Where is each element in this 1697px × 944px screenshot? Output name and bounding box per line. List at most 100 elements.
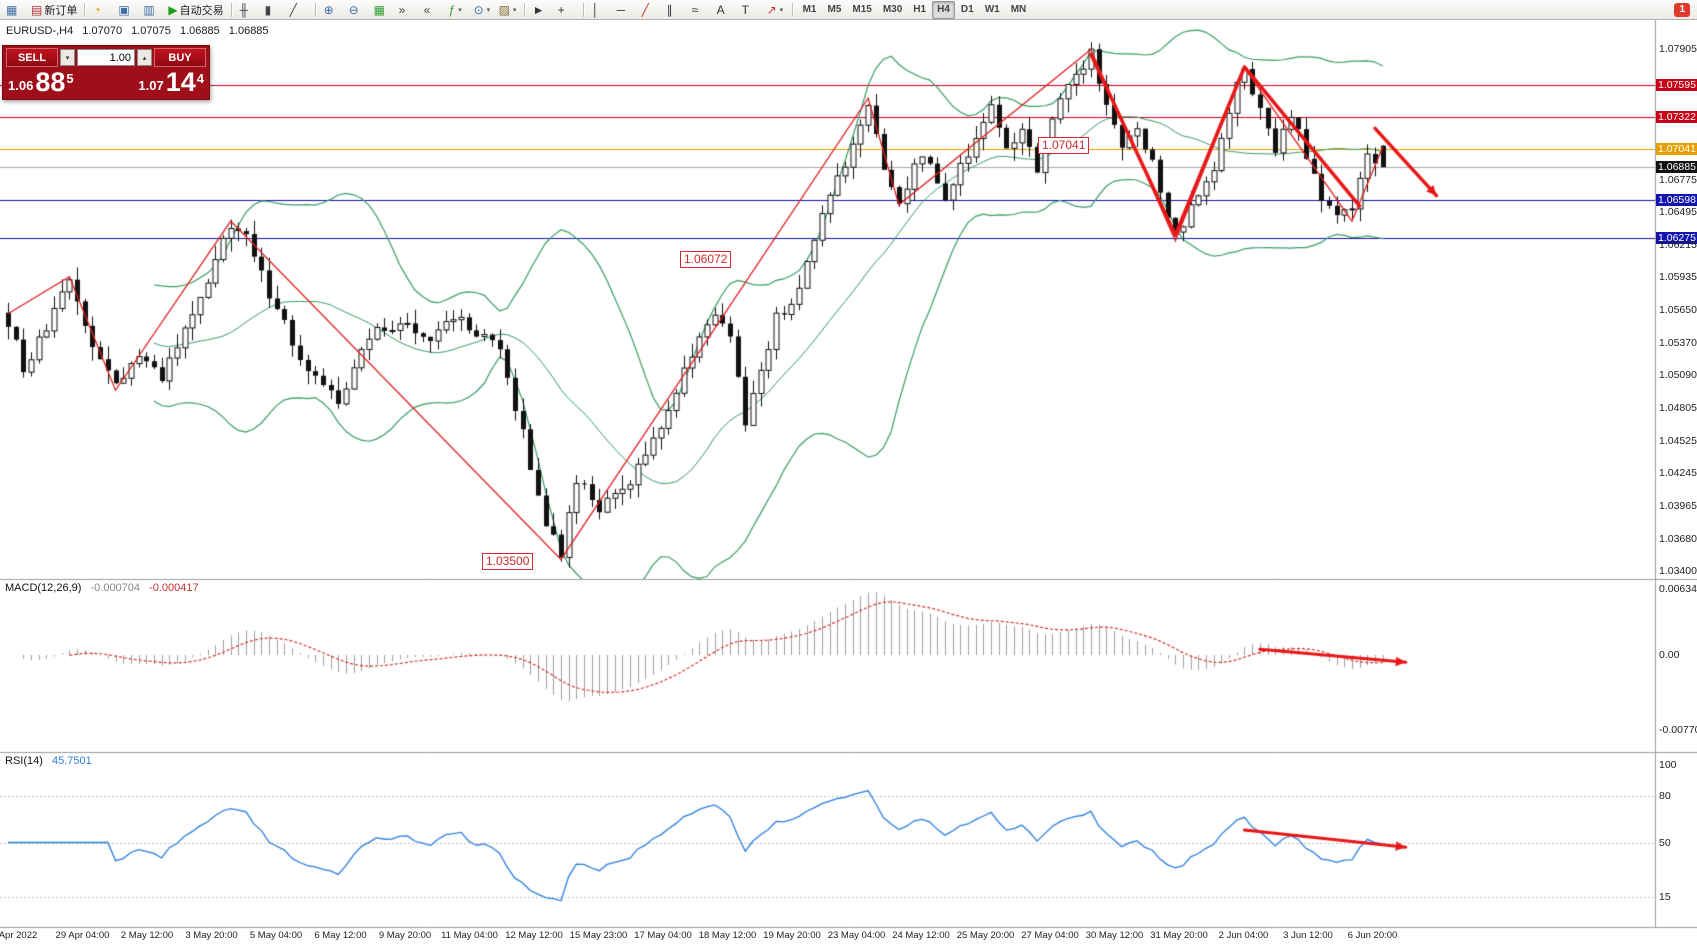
alerts-badge[interactable]: 1: [1674, 2, 1690, 17]
rsi-name: RSI(14): [5, 755, 43, 767]
timeframe-w1-button[interactable]: W1: [984, 4, 1000, 15]
candlestick-chart-button[interactable]: ▮: [262, 0, 286, 20]
time-axis-label: 31 May 20:00: [1150, 930, 1208, 941]
terminal-button[interactable]: ▥: [140, 0, 164, 20]
timeframe-m30-button[interactable]: M30: [882, 4, 903, 15]
zoom-in-button[interactable]: ⊕: [321, 0, 345, 20]
rsi-axis-label: 15: [1659, 890, 1671, 903]
toolbar-separator: [791, 2, 794, 17]
price-annotation-box[interactable]: 1.03500: [482, 553, 534, 570]
autotrading-button[interactable]: ▶ 自动交易: [165, 0, 226, 20]
time-axis-label: 25 May 20:00: [956, 930, 1015, 941]
timeframe-m15-button[interactable]: M15: [852, 4, 872, 15]
text-button[interactable]: A: [714, 0, 738, 20]
channel-button[interactable]: ∥: [664, 0, 688, 20]
ask-quote[interactable]: 1.07 14 4: [138, 69, 204, 96]
templates-button[interactable]: ▨ ▾: [496, 0, 520, 20]
time-axis-label: 3 May 20:00: [185, 930, 238, 941]
fibonacci-icon: ≈: [691, 2, 699, 17]
arrow-tools-button[interactable]: ↗ ▾: [764, 0, 788, 20]
time-axis-label: 18 May 12:00: [698, 930, 757, 941]
label-button[interactable]: T: [739, 0, 763, 20]
timeframe-m5-button[interactable]: M5: [827, 4, 842, 15]
candlestick-icon: ▮: [264, 2, 272, 17]
macd-signal-value: -0.000417: [149, 582, 199, 594]
timeframe-h1-button[interactable]: H1: [913, 4, 927, 15]
auto-scroll-icon: »: [398, 2, 406, 17]
time-axis-label: 30 May 12:00: [1085, 930, 1144, 941]
macd-indicator-label: MACD(12,26,9) -0.000704 -0.000417: [5, 582, 199, 594]
macd-name: MACD(12,26,9): [5, 582, 82, 594]
price-axis-label: 1.06775: [1659, 173, 1697, 186]
chevron-down-icon[interactable]: ▾: [458, 6, 462, 14]
time-axis-label: 17 May 04:00: [634, 930, 692, 941]
toolbar-separator: [314, 2, 317, 17]
market-watch-button[interactable]: ▣: [115, 0, 139, 20]
bar-chart-button[interactable]: ╫: [237, 0, 261, 20]
timeframe-mn-button[interactable]: MN: [1010, 4, 1027, 15]
chart-shift-icon: «: [423, 2, 431, 17]
order-panel-controls: SELL ▾ 1.00 ▴ BUY: [3, 46, 209, 69]
horizontal-line-button[interactable]: ─: [614, 0, 638, 20]
tile-windows-button[interactable]: ▦: [371, 0, 395, 20]
fibonacci-button[interactable]: ≈: [689, 0, 713, 20]
chevron-down-icon[interactable]: ▾: [486, 6, 491, 14]
ask-prefix: 1.07: [138, 78, 164, 93]
chart-window-icon: ▦: [6, 2, 18, 17]
volume-down-button[interactable]: ▾: [60, 49, 75, 66]
time-axis-label: 24 May 12:00: [892, 930, 950, 941]
rsi-value: 45.7501: [51, 755, 92, 767]
buy-button[interactable]: BUY: [154, 48, 206, 67]
price-axis-label: 1.06275: [1656, 231, 1697, 244]
price-axis-label: 1.04245: [1659, 467, 1697, 480]
periods-button[interactable]: ⊙ ▾: [471, 0, 495, 20]
volume-input[interactable]: 1.00: [77, 49, 135, 66]
ask-big-digits: 14: [165, 67, 196, 97]
crosshair-button[interactable]: +: [555, 0, 579, 20]
new-chart-button[interactable]: ▦: [3, 0, 27, 20]
price-axis-label: 1.07905: [1659, 43, 1697, 55]
metaeditor-button[interactable]: ◔: [90, 0, 114, 20]
timeframe-h4-button[interactable]: H4: [932, 0, 955, 19]
price-axis-label: 1.03400: [1659, 565, 1697, 577]
new-order-button[interactable]: ▤ 新订单: [28, 0, 80, 20]
toolbar-separator: [523, 2, 526, 17]
new-order-icon: ▤: [31, 2, 43, 17]
line-chart-icon: ╱: [289, 2, 297, 17]
ohlc-high: 1.07075: [131, 25, 171, 37]
timeframe-d1-button[interactable]: D1: [960, 4, 974, 15]
price-annotation-box[interactable]: 1.06072: [680, 251, 732, 268]
indicators-icon: ƒ: [448, 2, 456, 17]
line-chart-button[interactable]: ╱: [287, 0, 311, 20]
macd-axis-label: -0.007703: [1659, 724, 1697, 736]
price-axis-label: 1.05650: [1659, 304, 1697, 317]
chevron-down-icon[interactable]: ▾: [512, 6, 517, 14]
clock-icon: ⊙: [473, 2, 484, 17]
trendline-button[interactable]: ╱: [639, 0, 663, 20]
toolbar: ▦ ▤ 新订单 ◔ ▣ ▥ ▶ 自动交易 ╫ ▮ ╱ ⊕ ⊖ ▦» «ƒ ▾ ⊙ ▾ ▨ ▾ ► + │ ─ ╱ ∥ ≈ A T ↗ ▾ M1…: [0, 0, 1697, 20]
time-axis-label: 19 May 20:00: [763, 930, 821, 941]
market-watch-icon: ▣: [118, 2, 130, 17]
price-axis-label: 1.05935: [1659, 271, 1697, 284]
templates-icon: ▨: [498, 2, 510, 17]
sell-button[interactable]: SELL: [6, 48, 58, 67]
cursor-button[interactable]: ►: [530, 0, 554, 20]
indicators-button[interactable]: ƒ ▾: [446, 0, 470, 20]
timeframe-m1-button[interactable]: M1: [802, 4, 817, 15]
chevron-down-icon[interactable]: ▾: [779, 6, 784, 14]
auto-scroll-button[interactable]: »: [396, 0, 420, 20]
rsi-axis-label: 100: [1659, 759, 1677, 771]
vertical-line-icon: │: [591, 2, 600, 17]
price-axis-label: 1.04805: [1659, 402, 1697, 415]
bid-big-digits: 88: [35, 67, 66, 97]
vertical-line-button[interactable]: │: [589, 0, 613, 20]
zoom-out-button[interactable]: ⊖: [346, 0, 370, 20]
price-annotation-box[interactable]: 1.07041: [1038, 137, 1090, 154]
bid-quote[interactable]: 1.06 88 5: [8, 69, 74, 96]
volume-up-button[interactable]: ▴: [137, 49, 152, 66]
chart-shift-button[interactable]: «: [421, 0, 445, 20]
time-axis-label: 6 May 12:00: [314, 930, 367, 941]
ohlc-low: 1.06885: [179, 25, 220, 37]
price-axis-label: 1.06495: [1659, 206, 1697, 219]
